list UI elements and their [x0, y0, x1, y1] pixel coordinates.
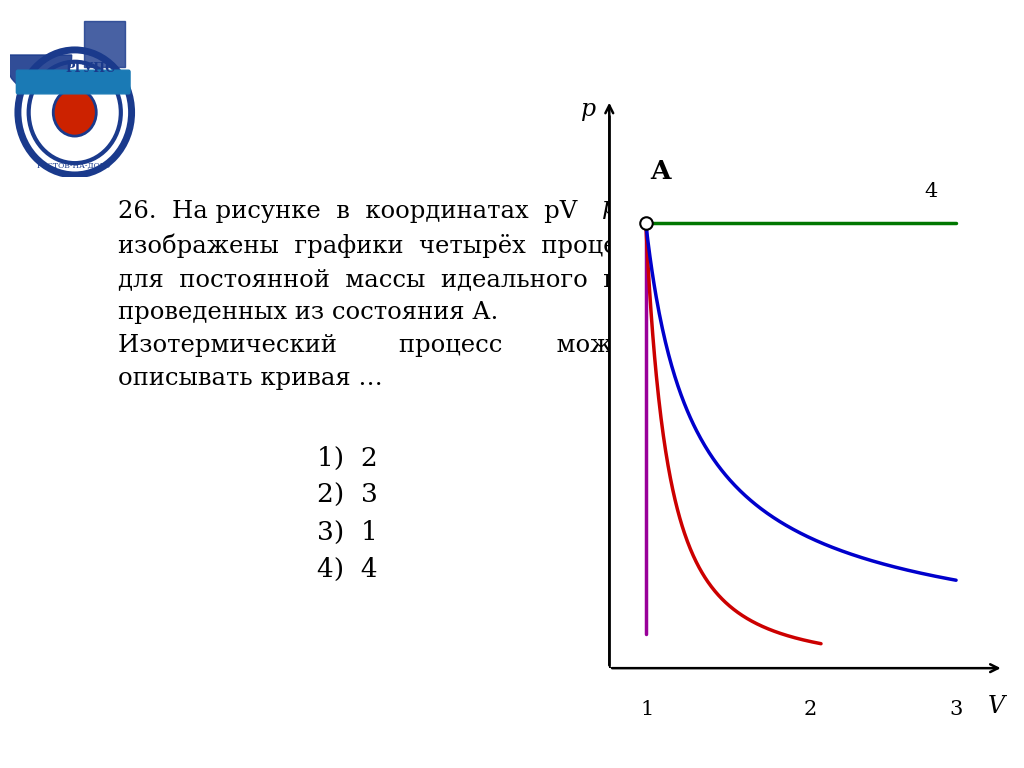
Text: 1: 1	[641, 700, 654, 720]
Text: 1)  2
2)  3
3)  1
4)  4: 1) 2 2) 3 3) 1 4) 4	[317, 445, 378, 581]
Text: A: A	[650, 159, 671, 184]
Text: p: p	[582, 98, 597, 121]
Text: pV: pV	[602, 196, 635, 219]
Text: РОСТОВ-НА-ДОНУ: РОСТОВ-НА-ДОНУ	[37, 162, 113, 170]
Text: 2: 2	[804, 700, 817, 720]
Text: 3: 3	[949, 700, 963, 720]
Polygon shape	[84, 22, 125, 67]
Text: V: V	[988, 695, 1005, 718]
Circle shape	[53, 89, 96, 136]
Text: РГУПС: РГУПС	[66, 62, 115, 75]
Text: 26.  На рисунке  в  координатах  pV
изображены  графики  четырёх  процессов
для : 26. На рисунке в координатах pV изображе…	[118, 200, 673, 389]
Text: 4: 4	[924, 182, 937, 201]
FancyBboxPatch shape	[16, 70, 130, 94]
Wedge shape	[4, 55, 72, 92]
